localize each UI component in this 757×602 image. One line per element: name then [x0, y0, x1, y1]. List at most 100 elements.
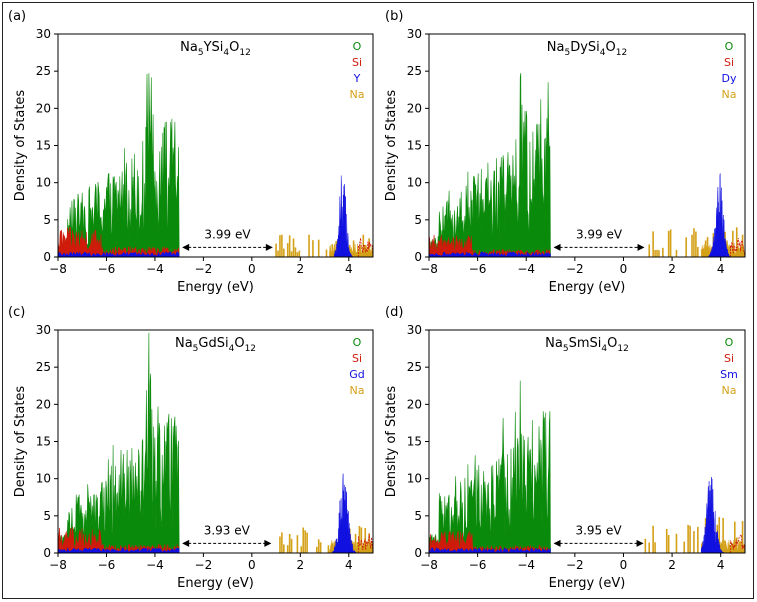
panel-title: Na5DySi4O12 [547, 40, 627, 58]
y-tick-label: 15 [36, 139, 51, 153]
panel-title: Na5SmSi4O12 [545, 336, 629, 354]
series-M-peak [331, 473, 357, 553]
y-tick-label: 10 [36, 176, 51, 190]
y-tick-label: 30 [36, 323, 51, 337]
gap-arrow-right [637, 243, 645, 251]
x-tick-label: −8 [49, 262, 67, 276]
x-tick-label: 4 [345, 558, 353, 572]
legend-entry: O [725, 40, 734, 53]
series-M-peak [333, 175, 354, 257]
series-O-area [58, 332, 180, 553]
dos-panel: −8 −6 −4 −2 0 2 4 0 5 10 15 20 25 30 Energy (eV) Densit… [8, 305, 374, 591]
panel-title-part: 12 [245, 344, 256, 354]
x-tick-label: −2 [566, 262, 584, 276]
x-tick-label: −4 [146, 558, 164, 572]
panel-title-part: YSi [203, 40, 224, 55]
panel-title-part: 4 [223, 48, 229, 58]
legend-entry: Na [350, 88, 365, 101]
x-tick-label: −2 [195, 262, 213, 276]
x-tick-label: 0 [248, 262, 256, 276]
series-O-area [429, 380, 551, 553]
panel-label: (a) [8, 9, 26, 24]
dos-panel: −8 −6 −4 −2 0 2 4 0 5 10 15 20 25 30 Energy (eV) Densit… [384, 305, 746, 591]
series-M-tail [58, 251, 180, 257]
gap-arrow-left [553, 243, 561, 251]
panel-title-part: Na [180, 40, 198, 55]
x-tick-label: −2 [195, 558, 213, 572]
panel-title-part: 5 [563, 344, 569, 354]
legend-entry: Na [722, 88, 737, 101]
series-Si-cb [730, 238, 745, 257]
x-tick-label: 0 [620, 558, 628, 572]
legend-entry: Gd [349, 368, 365, 381]
x-axis-label: Energy (eV) [177, 280, 254, 295]
panel-title-part: SmSi [569, 336, 602, 351]
legend-entry: Y [353, 72, 361, 85]
series-M-tail [429, 251, 551, 257]
x-tick-label: −8 [49, 558, 67, 572]
y-tick-label: 15 [407, 435, 422, 449]
y-tick-label: 10 [407, 176, 422, 190]
series-O-area [429, 73, 551, 257]
legend-entry: O [353, 336, 362, 349]
legend-entry: Dy [722, 72, 737, 85]
x-tick-label: 4 [717, 558, 725, 572]
panel-label: (b) [385, 9, 403, 24]
panel-title-part: Na [545, 336, 563, 351]
x-axis-label: Energy (eV) [549, 280, 626, 295]
series-Si-cb [358, 534, 373, 553]
y-tick-label: 25 [407, 64, 422, 78]
panel-title-part: 12 [617, 344, 628, 354]
plot-area [58, 332, 373, 553]
x-tick-label: −6 [98, 262, 116, 276]
y-axis-label: Density of States [13, 90, 28, 202]
y-tick-label: 0 [414, 546, 422, 560]
series-Si-area [429, 234, 551, 257]
series-M-peak [708, 173, 731, 257]
panel-label: (c) [8, 305, 25, 320]
series-M-peak [700, 477, 726, 553]
y-tick-label: 5 [414, 213, 422, 227]
panel-title-part: Na [175, 336, 193, 351]
panel-label: (d) [385, 305, 403, 320]
x-tick-label: 2 [668, 262, 676, 276]
y-tick-label: 0 [43, 250, 51, 264]
panel-title-part: O [234, 336, 244, 351]
x-axis-label: Energy (eV) [177, 576, 254, 591]
gap-label: 3.99 eV [204, 227, 251, 241]
series-M-tail [429, 547, 551, 553]
series-Si-cb [730, 533, 745, 553]
y-tick-label: 20 [407, 397, 422, 411]
y-tick-label: 30 [407, 27, 422, 41]
y-tick-label: 0 [414, 250, 422, 264]
x-tick-label: 0 [620, 262, 628, 276]
y-axis-label: Density of States [384, 90, 399, 202]
dos-panel: −8 −6 −4 −2 0 2 4 0 5 10 15 20 25 30 Energy (eV) Densit… [8, 9, 374, 295]
legend-entry: O [353, 40, 362, 53]
legend-entry: Si [724, 352, 734, 365]
x-tick-label: 2 [668, 558, 676, 572]
y-tick-label: 5 [414, 509, 422, 523]
y-tick-label: 0 [43, 546, 51, 560]
panel-title-part: 5 [198, 48, 204, 58]
gap-arrow-left [553, 539, 561, 547]
x-tick-label: −4 [517, 558, 535, 572]
panel-title: Na5GdSi4O12 [175, 336, 256, 354]
y-tick-label: 25 [407, 360, 422, 374]
panel-title-part: 12 [239, 48, 250, 58]
series-M-tail [58, 547, 180, 553]
x-tick-label: −8 [420, 558, 438, 572]
y-tick-label: 15 [407, 139, 422, 153]
panel-title-part: 5 [564, 48, 570, 58]
x-tick-label: −6 [469, 558, 487, 572]
gap-label: 3.95 eV [575, 523, 622, 537]
x-tick-label: −6 [98, 558, 116, 572]
x-tick-label: −2 [566, 558, 584, 572]
y-tick-label: 25 [36, 64, 51, 78]
panel-title-part: O [607, 336, 617, 351]
panel-title-part: 4 [600, 48, 606, 58]
panel-title-part: 5 [193, 344, 199, 354]
y-tick-label: 10 [407, 472, 422, 486]
